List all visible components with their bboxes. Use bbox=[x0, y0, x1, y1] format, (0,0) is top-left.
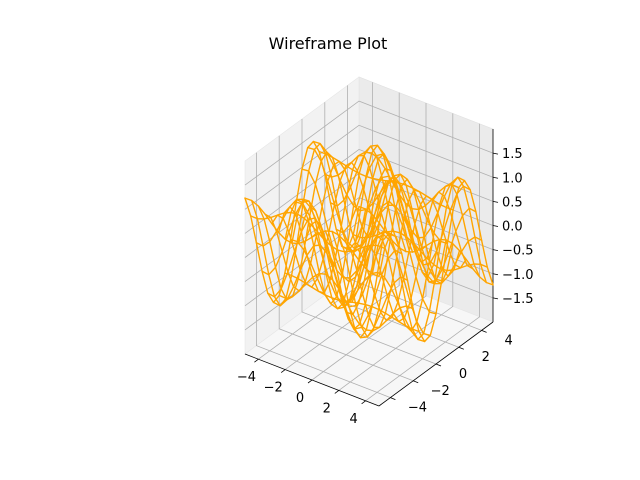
z-tick-label: 0.0 bbox=[502, 220, 523, 235]
wire-line-y bbox=[271, 161, 387, 288]
x-tick-mark bbox=[254, 358, 259, 363]
z-grid-line bbox=[244, 100, 494, 186]
chart-title: Wireframe Plot bbox=[269, 34, 388, 53]
y-tick-mark bbox=[458, 346, 464, 350]
z-tick-mark bbox=[492, 273, 499, 276]
wire-line-y bbox=[264, 160, 380, 292]
z-tick-label: −0.5 bbox=[502, 244, 534, 259]
x-tick-mark bbox=[361, 400, 366, 405]
x-tick-label: 2 bbox=[323, 401, 331, 416]
x-grid-line bbox=[284, 92, 400, 370]
x-grid-line bbox=[338, 113, 454, 391]
x-tick-label: −4 bbox=[237, 370, 256, 385]
y-tick-label: 2 bbox=[482, 350, 490, 365]
wire-line-y bbox=[277, 154, 394, 294]
wire-line-y bbox=[364, 182, 481, 332]
z-tick-mark bbox=[492, 176, 499, 179]
wire-line-y bbox=[358, 191, 474, 323]
z-tick-mark bbox=[492, 152, 499, 155]
x-tick-label: −2 bbox=[264, 381, 283, 396]
z-tick-mark bbox=[492, 200, 499, 203]
z-tick-mark bbox=[492, 249, 499, 252]
z-tick-mark bbox=[492, 225, 499, 227]
wire-line-y bbox=[338, 178, 454, 338]
x-grid-line bbox=[365, 123, 481, 402]
wire-line-y bbox=[344, 189, 461, 329]
y-grid-line bbox=[278, 135, 414, 382]
x-tick-mark bbox=[307, 379, 313, 384]
x-tick-label: 0 bbox=[296, 391, 304, 406]
x-tick-mark bbox=[334, 390, 340, 394]
y-tick-label: 0 bbox=[459, 367, 467, 382]
y-tick-mark bbox=[481, 330, 487, 333]
z-tick-label: −1.0 bbox=[502, 268, 534, 283]
x-tick-mark bbox=[280, 369, 286, 373]
y-tick-label: −2 bbox=[431, 384, 450, 399]
x-grid-line bbox=[311, 103, 427, 381]
z-tick-mark bbox=[492, 297, 499, 300]
z-tick-label: 0.5 bbox=[502, 195, 523, 210]
y-grid-line bbox=[301, 119, 437, 365]
z-tick-label: 1.0 bbox=[502, 171, 523, 186]
y-tick-mark bbox=[390, 397, 396, 400]
z-tick-label: −1.5 bbox=[502, 292, 534, 307]
y-tick-label: −4 bbox=[408, 401, 427, 416]
wire-line-y bbox=[371, 176, 487, 341]
y-tick-mark bbox=[435, 363, 442, 367]
wire-line-y bbox=[378, 179, 494, 343]
wireframe-surface bbox=[244, 140, 494, 343]
x-tick-label: 4 bbox=[349, 412, 357, 427]
wire-line-y bbox=[257, 151, 374, 301]
z-tick-label: 1.5 bbox=[502, 147, 523, 162]
wire-line-y bbox=[318, 180, 434, 316]
wire-line-y bbox=[284, 145, 400, 305]
wire-line-y bbox=[324, 175, 441, 330]
z-grid-line bbox=[244, 124, 494, 210]
y-tick-label: 4 bbox=[504, 333, 512, 348]
y-tick-mark bbox=[413, 380, 419, 384]
